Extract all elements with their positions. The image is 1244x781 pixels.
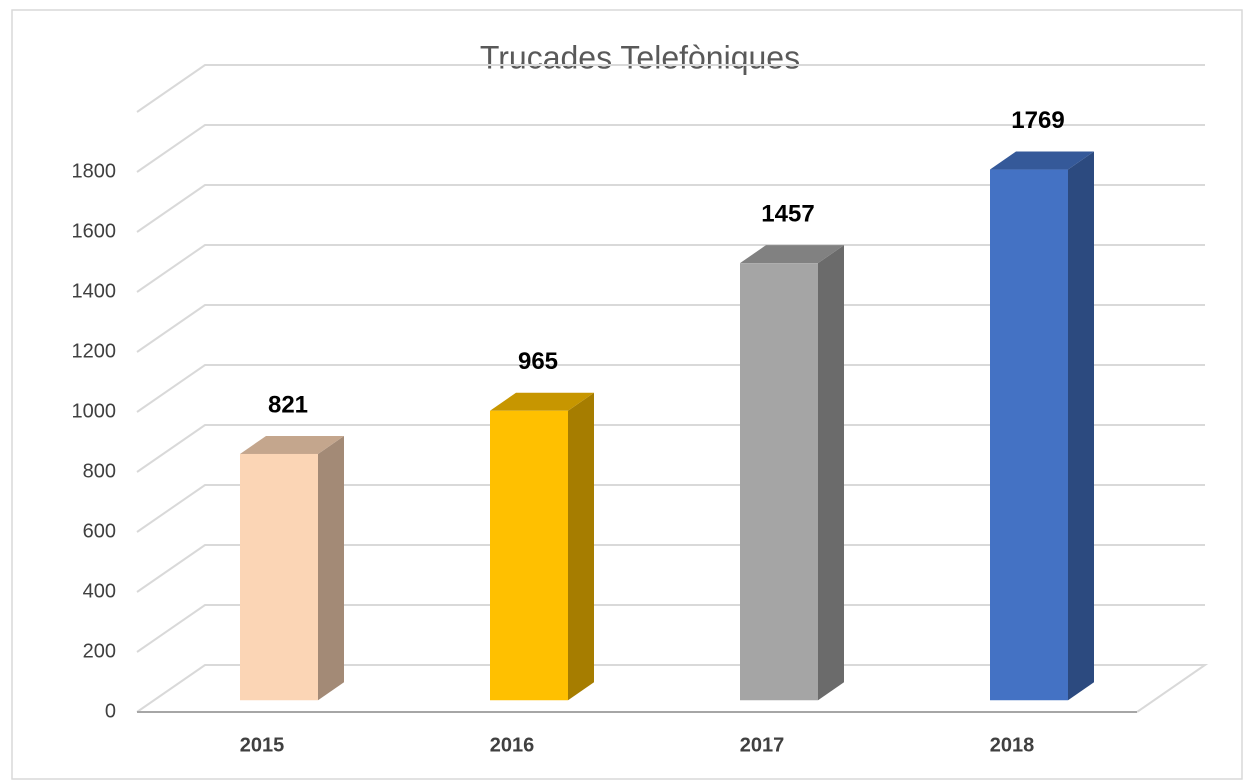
value-label: 1769 (1011, 107, 1064, 134)
grid-line (136, 124, 1205, 173)
x-tick-label: 2018 (990, 734, 1035, 756)
y-tick-label: 1200 (72, 340, 117, 362)
grid-line (136, 304, 1205, 353)
y-tick-label: 600 (83, 520, 116, 542)
value-label: 1457 (761, 200, 814, 227)
bar-top (240, 435, 344, 454)
value-label: 821 (268, 391, 308, 418)
bar-side (318, 435, 344, 701)
bar (240, 453, 318, 701)
y-tick-label: 0 (105, 700, 116, 722)
x-tick-label: 2016 (490, 734, 535, 756)
x-tick-label: 2015 (240, 734, 285, 756)
y-tick-label: 1800 (72, 160, 117, 182)
grid-line (136, 184, 1205, 233)
grid-line (136, 364, 1205, 413)
grid-line (136, 604, 1205, 653)
bar-side (568, 392, 594, 701)
y-tick-label: 400 (83, 580, 116, 602)
bar-top (990, 151, 1094, 170)
bar (740, 263, 818, 701)
grid-line (136, 664, 1209, 713)
bar (990, 169, 1068, 701)
grid-line (136, 244, 1205, 293)
grid-line (136, 484, 1205, 533)
bar (490, 410, 568, 701)
x-tick-label: 2017 (740, 734, 785, 756)
grid-line (136, 424, 1205, 473)
y-tick-label: 1600 (72, 220, 117, 242)
chart-title: Trucades Telefòniques (480, 39, 800, 75)
bar-side (1068, 151, 1094, 701)
bar-top (490, 392, 594, 411)
y-tick-label: 200 (83, 640, 116, 662)
value-label: 965 (518, 348, 558, 375)
bar-top (740, 245, 844, 264)
bar-side (818, 245, 844, 701)
grid-line (136, 544, 1205, 593)
y-tick-label: 1400 (72, 280, 117, 302)
y-tick-label: 800 (83, 460, 116, 482)
y-tick-label: 1000 (72, 400, 117, 422)
wall-edge (136, 64, 1205, 113)
